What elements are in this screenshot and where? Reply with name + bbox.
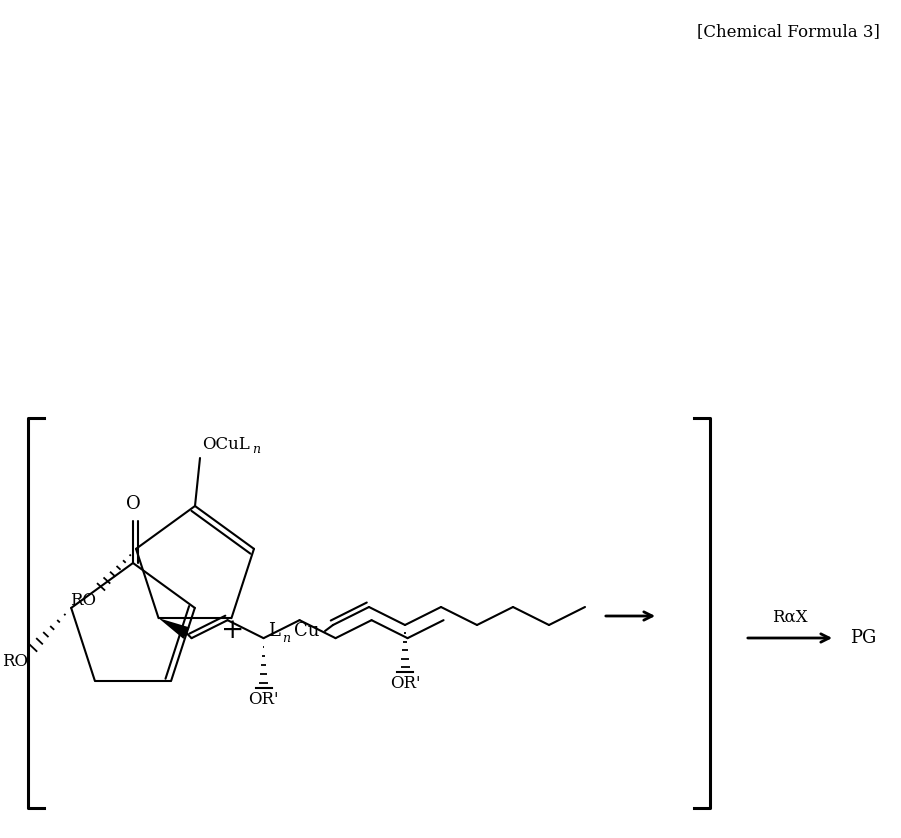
- Text: L: L: [268, 622, 280, 640]
- Text: RαX: RαX: [772, 609, 808, 626]
- Text: OR': OR': [390, 675, 420, 692]
- Text: RO: RO: [70, 592, 96, 609]
- Text: PG: PG: [850, 629, 877, 647]
- Polygon shape: [159, 618, 189, 639]
- Text: OCuL: OCuL: [202, 436, 250, 453]
- Text: +: +: [222, 618, 245, 644]
- Text: [Chemical Formula 3]: [Chemical Formula 3]: [697, 23, 880, 40]
- Text: OR': OR': [249, 691, 278, 708]
- Text: O: O: [125, 495, 141, 513]
- Text: n: n: [252, 443, 260, 456]
- Text: RO: RO: [2, 653, 28, 670]
- Text: Cu: Cu: [294, 622, 320, 640]
- Text: n: n: [282, 632, 290, 644]
